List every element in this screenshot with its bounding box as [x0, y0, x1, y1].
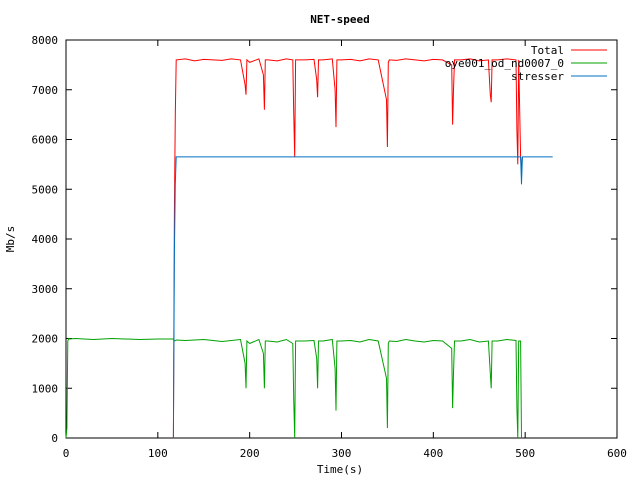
- y-tick-label: 0: [51, 432, 58, 445]
- y-tick-label: 6000: [32, 134, 59, 147]
- legend-label: stresser: [511, 70, 564, 83]
- legend-label: oye001_od_nd0007_0: [445, 57, 564, 70]
- x-tick-label: 0: [63, 447, 70, 460]
- x-axis-label: Time(s): [317, 463, 363, 476]
- x-tick-label: 300: [332, 447, 352, 460]
- y-tick-label: 4000: [32, 233, 59, 246]
- series-line-0: [172, 58, 523, 439]
- y-tick-label: 1000: [32, 382, 59, 395]
- chart-title: NET-speed: [310, 13, 370, 26]
- x-tick-label: 100: [148, 447, 168, 460]
- y-tick-label: 5000: [32, 183, 59, 196]
- series-line-1: [65, 337, 522, 439]
- plot-area-frame: [65, 39, 618, 439]
- ticks-layer: 0 100 200 300 400 500 600010002000300040005000…: [32, 34, 627, 460]
- legend-label: Total: [531, 44, 564, 57]
- x-tick-label: 600: [607, 447, 627, 460]
- x-tick-label: 400: [423, 447, 443, 460]
- y-tick-label: 8000: [32, 34, 59, 47]
- x-tick-label: 500: [515, 447, 535, 460]
- y-tick-label: 2000: [32, 333, 59, 346]
- series-line-2: [172, 156, 553, 439]
- x-tick-label: 200: [240, 447, 260, 460]
- series-layer: [65, 58, 553, 439]
- y-tick-label: 3000: [32, 283, 59, 296]
- y-axis-label: Mb/s: [4, 226, 17, 253]
- y-tick-label: 7000: [32, 84, 59, 97]
